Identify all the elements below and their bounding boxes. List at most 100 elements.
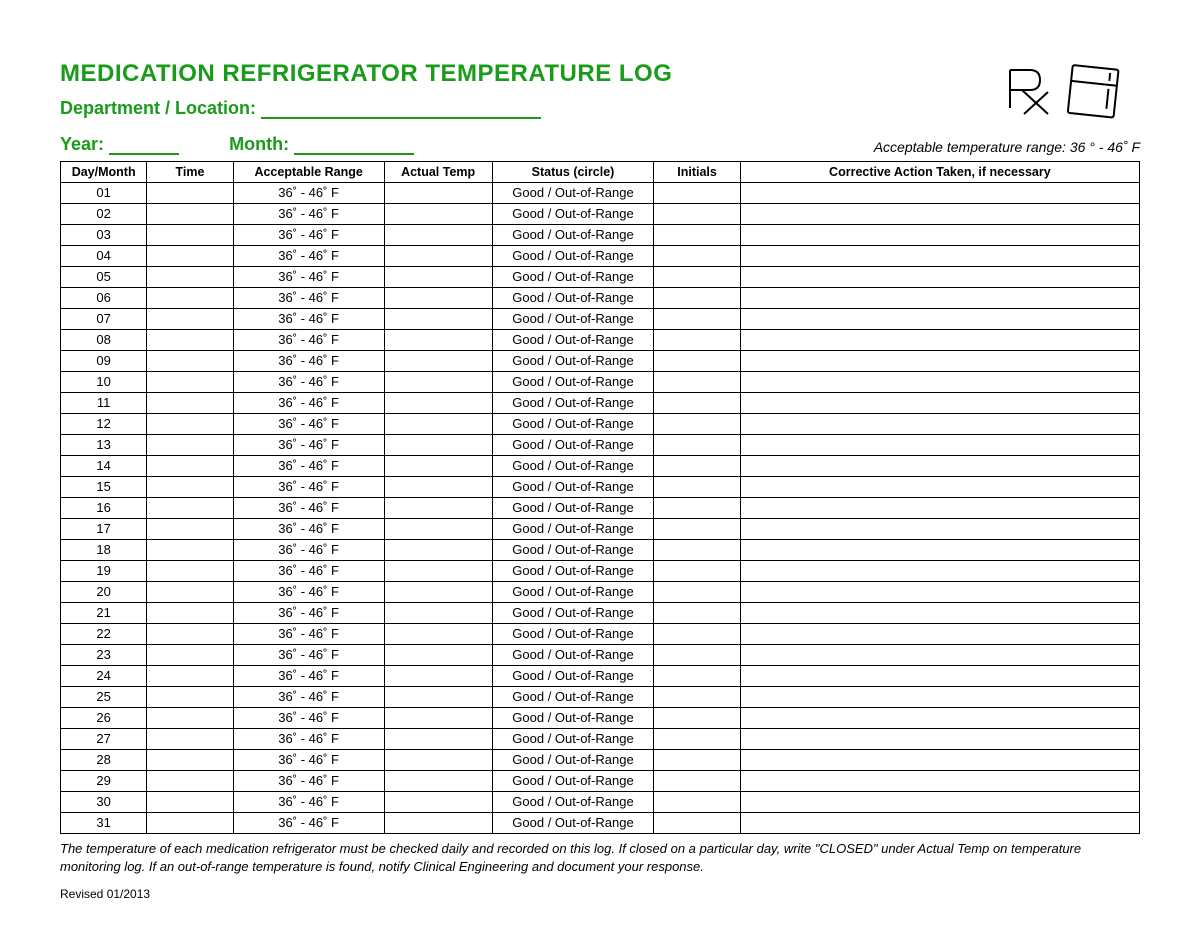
cell-status[interactable]: Good / Out-of-Range (492, 435, 654, 456)
dept-blank[interactable] (261, 100, 541, 119)
cell-time[interactable] (147, 771, 233, 792)
cell-action[interactable] (740, 813, 1139, 834)
cell-time[interactable] (147, 477, 233, 498)
cell-actual-temp[interactable] (384, 729, 492, 750)
cell-time[interactable] (147, 435, 233, 456)
cell-status[interactable]: Good / Out-of-Range (492, 498, 654, 519)
cell-initials[interactable] (654, 561, 740, 582)
cell-actual-temp[interactable] (384, 603, 492, 624)
cell-status[interactable]: Good / Out-of-Range (492, 267, 654, 288)
cell-action[interactable] (740, 540, 1139, 561)
cell-status[interactable]: Good / Out-of-Range (492, 582, 654, 603)
cell-status[interactable]: Good / Out-of-Range (492, 519, 654, 540)
cell-status[interactable]: Good / Out-of-Range (492, 729, 654, 750)
cell-time[interactable] (147, 372, 233, 393)
cell-actual-temp[interactable] (384, 456, 492, 477)
cell-time[interactable] (147, 708, 233, 729)
cell-time[interactable] (147, 204, 233, 225)
cell-time[interactable] (147, 624, 233, 645)
cell-status[interactable]: Good / Out-of-Range (492, 645, 654, 666)
cell-initials[interactable] (654, 792, 740, 813)
cell-initials[interactable] (654, 477, 740, 498)
cell-action[interactable] (740, 708, 1139, 729)
cell-status[interactable]: Good / Out-of-Range (492, 309, 654, 330)
cell-actual-temp[interactable] (384, 246, 492, 267)
cell-status[interactable]: Good / Out-of-Range (492, 183, 654, 204)
cell-initials[interactable] (654, 498, 740, 519)
cell-status[interactable]: Good / Out-of-Range (492, 456, 654, 477)
cell-time[interactable] (147, 645, 233, 666)
cell-time[interactable] (147, 414, 233, 435)
cell-action[interactable] (740, 498, 1139, 519)
cell-status[interactable]: Good / Out-of-Range (492, 330, 654, 351)
cell-time[interactable] (147, 561, 233, 582)
cell-action[interactable] (740, 624, 1139, 645)
cell-initials[interactable] (654, 729, 740, 750)
cell-initials[interactable] (654, 309, 740, 330)
cell-actual-temp[interactable] (384, 414, 492, 435)
cell-action[interactable] (740, 288, 1139, 309)
cell-time[interactable] (147, 456, 233, 477)
cell-actual-temp[interactable] (384, 225, 492, 246)
cell-status[interactable]: Good / Out-of-Range (492, 708, 654, 729)
cell-actual-temp[interactable] (384, 666, 492, 687)
year-blank[interactable] (109, 136, 179, 155)
cell-time[interactable] (147, 330, 233, 351)
cell-action[interactable] (740, 183, 1139, 204)
cell-status[interactable]: Good / Out-of-Range (492, 624, 654, 645)
cell-action[interactable] (740, 603, 1139, 624)
cell-time[interactable] (147, 498, 233, 519)
cell-time[interactable] (147, 393, 233, 414)
cell-initials[interactable] (654, 624, 740, 645)
cell-status[interactable]: Good / Out-of-Range (492, 393, 654, 414)
cell-actual-temp[interactable] (384, 708, 492, 729)
cell-time[interactable] (147, 309, 233, 330)
cell-action[interactable] (740, 435, 1139, 456)
cell-action[interactable] (740, 792, 1139, 813)
cell-status[interactable]: Good / Out-of-Range (492, 477, 654, 498)
cell-actual-temp[interactable] (384, 351, 492, 372)
cell-actual-temp[interactable] (384, 687, 492, 708)
cell-actual-temp[interactable] (384, 267, 492, 288)
cell-initials[interactable] (654, 456, 740, 477)
cell-action[interactable] (740, 393, 1139, 414)
cell-time[interactable] (147, 603, 233, 624)
cell-actual-temp[interactable] (384, 645, 492, 666)
cell-initials[interactable] (654, 414, 740, 435)
cell-actual-temp[interactable] (384, 624, 492, 645)
cell-actual-temp[interactable] (384, 372, 492, 393)
cell-status[interactable]: Good / Out-of-Range (492, 351, 654, 372)
cell-status[interactable]: Good / Out-of-Range (492, 225, 654, 246)
cell-actual-temp[interactable] (384, 750, 492, 771)
cell-status[interactable]: Good / Out-of-Range (492, 603, 654, 624)
cell-status[interactable]: Good / Out-of-Range (492, 687, 654, 708)
cell-time[interactable] (147, 813, 233, 834)
cell-action[interactable] (740, 267, 1139, 288)
month-blank[interactable] (294, 136, 414, 155)
cell-status[interactable]: Good / Out-of-Range (492, 666, 654, 687)
cell-initials[interactable] (654, 750, 740, 771)
cell-initials[interactable] (654, 288, 740, 309)
cell-initials[interactable] (654, 603, 740, 624)
cell-action[interactable] (740, 687, 1139, 708)
cell-action[interactable] (740, 246, 1139, 267)
cell-action[interactable] (740, 771, 1139, 792)
cell-initials[interactable] (654, 519, 740, 540)
cell-initials[interactable] (654, 687, 740, 708)
cell-time[interactable] (147, 666, 233, 687)
cell-initials[interactable] (654, 645, 740, 666)
cell-action[interactable] (740, 414, 1139, 435)
cell-status[interactable]: Good / Out-of-Range (492, 771, 654, 792)
cell-initials[interactable] (654, 666, 740, 687)
cell-actual-temp[interactable] (384, 183, 492, 204)
cell-actual-temp[interactable] (384, 519, 492, 540)
cell-action[interactable] (740, 582, 1139, 603)
cell-actual-temp[interactable] (384, 561, 492, 582)
cell-initials[interactable] (654, 225, 740, 246)
cell-actual-temp[interactable] (384, 288, 492, 309)
cell-initials[interactable] (654, 708, 740, 729)
cell-time[interactable] (147, 225, 233, 246)
cell-actual-temp[interactable] (384, 393, 492, 414)
cell-action[interactable] (740, 519, 1139, 540)
cell-time[interactable] (147, 519, 233, 540)
